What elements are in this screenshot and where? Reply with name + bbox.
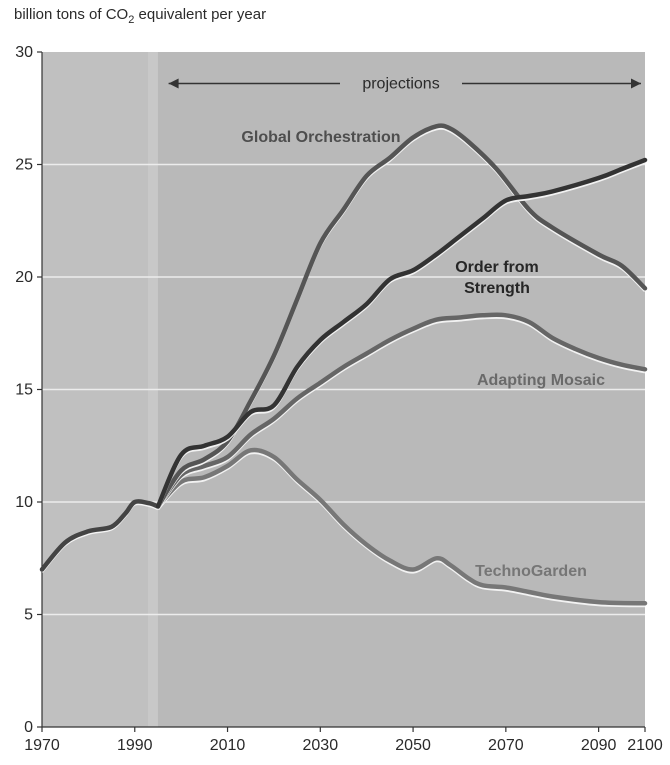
technogarden-line [155, 447, 648, 606]
x-tick-label: 2050 [395, 737, 431, 754]
y-tick-label: 5 [24, 607, 33, 624]
x-tick-label: 2030 [303, 737, 339, 754]
adapting-mosaic-line [155, 312, 648, 509]
series-label: Global Orchestration [241, 129, 400, 146]
y-axis-label-prefix: billion tons of CO [14, 6, 129, 23]
x-tick-label: 2070 [488, 737, 524, 754]
y-tick-label: 20 [15, 269, 33, 286]
series-label: Order from [455, 259, 539, 276]
series-label: Strength [464, 280, 530, 297]
x-tick-label: 2100 [627, 737, 663, 754]
projections-arrowhead-right [631, 78, 641, 89]
series-label: TechnoGarden [475, 563, 587, 580]
y-tick-label: 30 [15, 44, 33, 61]
x-tick-label: 2090 [581, 737, 617, 754]
y-tick-label: 15 [15, 382, 33, 399]
projections-arrowhead-left [168, 78, 179, 89]
y-tick-label: 0 [24, 719, 33, 736]
plot-area: 0 5 10 15 20 25 30 1970 1990 2010 2030 2050 2070 2090… [15, 44, 663, 754]
historical-line [39, 499, 161, 572]
y-tick-label: 25 [15, 157, 33, 174]
projections-label: projections [362, 76, 439, 93]
y-axis-label-subscript: 2 [128, 14, 135, 26]
order-from-strength-line [155, 157, 648, 509]
x-tick-label: 1970 [24, 737, 60, 754]
y-tick-label: 10 [15, 494, 33, 511]
x-tick-label: 2010 [210, 737, 246, 754]
y-axis-label-suffix: equivalent per year [134, 6, 267, 23]
series-label: Adapting Mosaic [477, 372, 605, 389]
y-axis-label: billion tons of CO2 equivalent per year [14, 6, 266, 26]
x-tick-label: 1990 [117, 737, 153, 754]
